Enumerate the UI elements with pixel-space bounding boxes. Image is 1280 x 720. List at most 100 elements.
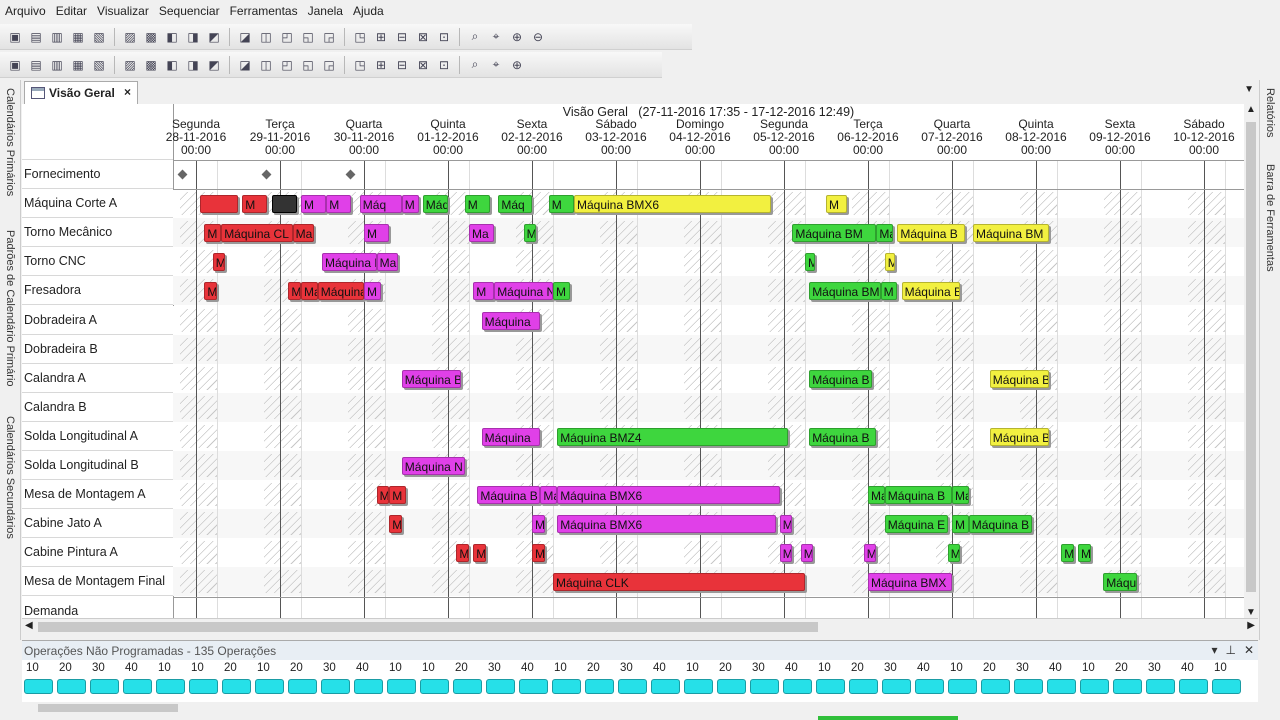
operation-bar[interactable]: Ma [292, 224, 314, 243]
operation-bar[interactable]: M [326, 195, 352, 214]
table-icon[interactable]: ◨ [187, 29, 199, 44]
unscheduled-operation[interactable] [915, 679, 944, 694]
operation-bar[interactable]: M [800, 544, 814, 563]
zoom-out-icon[interactable]: ⌖ [492, 29, 500, 43]
menu-ferramentas[interactable]: Ferramentas [229, 4, 298, 18]
scroll-left-icon[interactable]: ◀ [25, 620, 33, 631]
tab-list-dropdown-icon[interactable]: ▼ [1244, 84, 1254, 95]
operation-bar[interactable]: Ma [301, 282, 318, 301]
unscheduled-operation[interactable] [321, 679, 350, 694]
operation-bar[interactable]: Ma [952, 486, 969, 505]
cursor2-icon[interactable]: ◫ [260, 57, 272, 72]
tool3-icon[interactable]: ▥ [51, 57, 63, 72]
move2-icon[interactable]: ◲ [323, 29, 335, 44]
report-icon[interactable]: ◫ [260, 29, 272, 44]
layers2-icon[interactable]: ◲ [323, 57, 335, 72]
operation-bar[interactable]: M [204, 282, 217, 301]
unscheduled-operation[interactable] [90, 679, 119, 694]
unscheduled-operation[interactable] [189, 679, 218, 694]
arrow-right-icon[interactable]: ◩ [208, 57, 220, 72]
operation-bar[interactable]: Máquina B [897, 224, 965, 243]
operation-bar[interactable]: M [548, 195, 574, 214]
operation-bar[interactable]: M [805, 253, 815, 272]
unscheduled-operation[interactable] [1014, 679, 1043, 694]
operation-bar[interactable]: M [301, 195, 327, 214]
operation-bar[interactable]: Máquina CLK [553, 573, 805, 592]
unscheduled-operation[interactable] [783, 679, 812, 694]
unscheduled-operation[interactable] [1047, 679, 1076, 694]
operation-bar[interactable]: Ma [469, 224, 495, 243]
operation-bar[interactable]: Máquina BMZ4 [557, 427, 789, 446]
zoom-fit-icon[interactable]: ⊕ [511, 29, 523, 44]
tab-calendarios-primarios[interactable]: Calendários Primários [4, 88, 16, 197]
menu-ajuda[interactable]: Ajuda [352, 4, 384, 18]
operation-bar[interactable] [200, 195, 238, 214]
operation-bar[interactable]: M [952, 515, 969, 534]
operation-bar[interactable]: Ma [376, 253, 398, 272]
box-icon[interactable]: ◨ [187, 57, 199, 72]
calendar2-icon[interactable]: ⊡ [438, 29, 450, 44]
calendar-icon[interactable]: ⊠ [417, 29, 429, 44]
list2-icon[interactable]: ⊠ [417, 57, 429, 72]
paste-icon[interactable]: ▤ [30, 29, 42, 44]
tab-padroes-calendario[interactable]: Padrões de Calendário Primário [4, 230, 16, 387]
unscheduled-operation[interactable] [1080, 679, 1109, 694]
unscheduled-operation[interactable] [156, 679, 185, 694]
operation-bar[interactable]: Máquina CL [221, 224, 293, 243]
panel-close-icon[interactable]: ✕ [1243, 643, 1254, 657]
unscheduled-operation[interactable] [222, 679, 251, 694]
operation-bar[interactable]: M [553, 282, 570, 301]
operation-bar[interactable]: Máquina BM [809, 282, 881, 301]
operation-bar[interactable]: M [212, 253, 226, 272]
supply-milestone-icon[interactable] [261, 169, 272, 180]
unscheduled-operation[interactable] [123, 679, 152, 694]
unscheduled-operation[interactable] [453, 679, 482, 694]
operation-bar[interactable]: M [532, 544, 545, 563]
bar-icon[interactable]: ▩ [145, 57, 157, 72]
operation-bar[interactable]: Máquina BMX6 [557, 515, 776, 534]
unscheduled-operation[interactable] [1146, 679, 1175, 694]
cursor-icon[interactable]: ◪ [239, 57, 251, 72]
unscheduled-operation[interactable] [24, 679, 53, 694]
operation-bar[interactable]: M [288, 282, 301, 301]
tab-barra-ferramentas[interactable]: Barra de Ferramentas [1264, 164, 1276, 272]
unscheduled-operation[interactable] [618, 679, 647, 694]
operation-bar[interactable]: Máquina B [322, 253, 377, 272]
scroll-down-icon[interactable]: ▼ [1246, 607, 1256, 618]
operation-bar[interactable]: Máquina B [968, 515, 1032, 534]
unscheduled-operation[interactable] [255, 679, 284, 694]
resource-row[interactable]: Demanda [22, 597, 173, 619]
resource-row[interactable]: Torno CNC [22, 247, 173, 277]
operation-bar[interactable]: Máquina BMX [868, 573, 952, 592]
layers-icon[interactable]: ◱ [302, 57, 314, 72]
tab-calendarios-secundarios[interactable]: Calendários Secundários [4, 416, 16, 539]
unscheduled-operation[interactable] [552, 679, 581, 694]
unscheduled-operation[interactable] [354, 679, 383, 694]
panel-menu-icon[interactable]: ▾ [1211, 643, 1218, 657]
operation-bar[interactable]: Máquina [481, 427, 541, 446]
horizontal-scroll-thumb[interactable] [38, 622, 818, 632]
operation-bar[interactable]: Máquina B [401, 369, 461, 388]
zoom-time-icon[interactable]: ⊖ [532, 29, 544, 44]
unscheduled-scroll-thumb[interactable] [38, 704, 178, 712]
operation-bar[interactable]: Máquina B [989, 427, 1049, 446]
redo-icon[interactable]: ▩ [145, 29, 157, 44]
grid-icon[interactable]: ◧ [166, 29, 178, 44]
operation-bar[interactable]: Máq [359, 195, 402, 214]
check-icon[interactable]: ▧ [93, 29, 105, 44]
operation-bar[interactable]: M [376, 486, 390, 505]
operation-bar[interactable]: M [1078, 544, 1091, 563]
operation-bar[interactable]: M [473, 544, 486, 563]
operation-bar[interactable]: M [389, 515, 402, 534]
help-icon[interactable]: ⊞ [375, 29, 387, 44]
unscheduled-operation[interactable] [420, 679, 449, 694]
operation-bar[interactable]: M [242, 195, 268, 214]
link-icon[interactable]: ⊞ [375, 57, 387, 72]
copy2-icon[interactable]: ⊕ [511, 57, 523, 72]
tool5-icon[interactable]: ▧ [93, 57, 105, 72]
unscheduled-operation[interactable] [387, 679, 416, 694]
operation-bar[interactable]: M [884, 253, 895, 272]
copy-icon[interactable]: ⌖ [492, 57, 500, 71]
resource-row[interactable]: Dobradeira B [22, 335, 173, 364]
operation-bar[interactable]: M [532, 515, 545, 534]
